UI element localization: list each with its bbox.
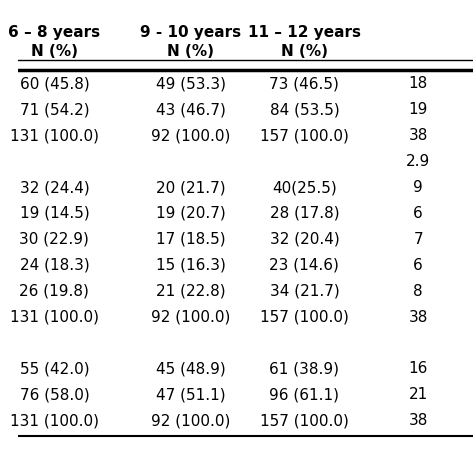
Text: N (%): N (%) [281, 44, 328, 59]
Text: 19 (14.5): 19 (14.5) [19, 206, 89, 221]
Text: 8: 8 [413, 284, 423, 299]
Text: 157 (100.0): 157 (100.0) [260, 310, 349, 325]
Text: 32 (24.4): 32 (24.4) [19, 180, 89, 195]
Text: 6: 6 [413, 206, 423, 221]
Text: 24 (18.3): 24 (18.3) [19, 258, 89, 273]
Text: 2.9: 2.9 [406, 154, 430, 169]
Text: 45 (48.9): 45 (48.9) [156, 362, 226, 376]
Text: 40(25.5): 40(25.5) [272, 180, 337, 195]
Text: 38: 38 [409, 413, 428, 428]
Text: 73 (46.5): 73 (46.5) [270, 76, 339, 91]
Text: 71 (54.2): 71 (54.2) [19, 102, 89, 117]
Text: N (%): N (%) [31, 44, 78, 59]
Text: 157 (100.0): 157 (100.0) [260, 128, 349, 143]
Text: 9 - 10 years: 9 - 10 years [140, 25, 241, 39]
Text: 47 (51.1): 47 (51.1) [156, 387, 226, 402]
Text: 32 (20.4): 32 (20.4) [270, 232, 339, 247]
Text: 92 (100.0): 92 (100.0) [151, 310, 230, 325]
Text: 18: 18 [409, 76, 428, 91]
Text: 76 (58.0): 76 (58.0) [19, 387, 89, 402]
Text: 15 (16.3): 15 (16.3) [156, 258, 226, 273]
Text: 23 (14.6): 23 (14.6) [270, 258, 339, 273]
Text: 131 (100.0): 131 (100.0) [10, 128, 99, 143]
Text: 17 (18.5): 17 (18.5) [156, 232, 226, 247]
Text: 9: 9 [413, 180, 423, 195]
Text: 38: 38 [409, 310, 428, 325]
Text: 157 (100.0): 157 (100.0) [260, 413, 349, 428]
Text: 61 (38.9): 61 (38.9) [269, 362, 339, 376]
Text: 6 – 8 years: 6 – 8 years [9, 25, 100, 39]
Text: 55 (42.0): 55 (42.0) [19, 362, 89, 376]
Text: 43 (46.7): 43 (46.7) [156, 102, 226, 117]
Text: 16: 16 [409, 362, 428, 376]
Text: 38: 38 [409, 128, 428, 143]
Text: 34 (21.7): 34 (21.7) [270, 284, 339, 299]
Text: 28 (17.8): 28 (17.8) [270, 206, 339, 221]
Text: 92 (100.0): 92 (100.0) [151, 413, 230, 428]
Text: 131 (100.0): 131 (100.0) [10, 413, 99, 428]
Text: 49 (53.3): 49 (53.3) [156, 76, 226, 91]
Text: 92 (100.0): 92 (100.0) [151, 128, 230, 143]
Text: 11 – 12 years: 11 – 12 years [248, 25, 361, 39]
Text: 19 (20.7): 19 (20.7) [156, 206, 226, 221]
Text: 21 (22.8): 21 (22.8) [156, 284, 226, 299]
Text: 84 (53.5): 84 (53.5) [270, 102, 339, 117]
Text: 131 (100.0): 131 (100.0) [10, 310, 99, 325]
Text: 20 (21.7): 20 (21.7) [156, 180, 226, 195]
Text: 60 (45.8): 60 (45.8) [19, 76, 89, 91]
Text: 30 (22.9): 30 (22.9) [19, 232, 90, 247]
Text: 19: 19 [409, 102, 428, 117]
Text: 21: 21 [409, 387, 428, 402]
Text: 7: 7 [413, 232, 423, 247]
Text: 6: 6 [413, 258, 423, 273]
Text: 96 (61.1): 96 (61.1) [269, 387, 339, 402]
Text: N (%): N (%) [167, 44, 214, 59]
Text: 26 (19.8): 26 (19.8) [19, 284, 90, 299]
